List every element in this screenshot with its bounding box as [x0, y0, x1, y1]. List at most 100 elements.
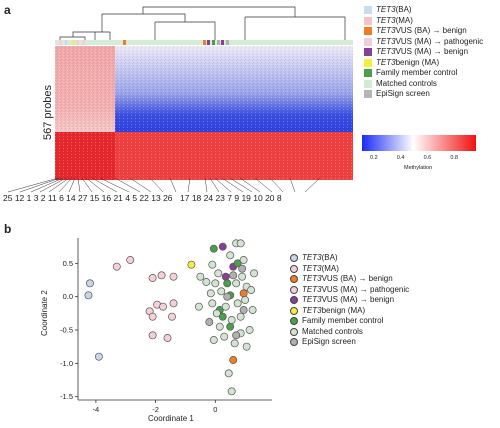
legend-swatch: [290, 296, 298, 305]
legend-label: VUS (MA) → pathogenic: [321, 284, 410, 294]
scatter-point: [212, 309, 221, 318]
scatter-point: [227, 387, 236, 396]
legend-label: Family member control: [376, 68, 458, 77]
scatter-point: [148, 312, 157, 321]
methylation-colorbar: [362, 135, 476, 151]
legend-swatch: [364, 37, 372, 46]
scatter-point: [209, 336, 218, 344]
legend-entry: TET3 (MA): [364, 16, 483, 27]
scatter-point: [218, 242, 227, 251]
legend-swatch: [364, 16, 372, 25]
legend-gene-name: TET3: [302, 253, 322, 262]
legend-swatch: [364, 6, 372, 15]
scatter-point: [196, 272, 205, 281]
legend-swatch: [290, 275, 298, 284]
scatter-point: [169, 299, 178, 308]
scatter-point: [126, 256, 135, 264]
colorbar-tick: 0.2: [370, 155, 378, 161]
scatter-point: [238, 272, 247, 281]
legend-label: VUS (MA) → benign: [395, 47, 469, 56]
scatter-point: [84, 291, 93, 300]
scatter-point: [226, 322, 235, 331]
scatter-point: [214, 269, 223, 278]
sample-labels-left: 25 12 1 3 2 11 6 14 27 15 16 21 4 5 22 1…: [3, 193, 173, 203]
scatter-point: [223, 292, 232, 301]
legend-entry: Family member control: [290, 316, 409, 327]
x-axis-label: Coordinate 1: [148, 414, 194, 423]
scatter-point: [223, 279, 232, 288]
scatter-point: [238, 264, 247, 273]
legend-entry: TET3 VUS (MA) → pathogenic: [364, 37, 483, 48]
legend-label: (BA): [395, 5, 412, 14]
legend-swatch: [290, 254, 298, 263]
legend-gene-name: TET3: [376, 47, 396, 56]
legend-swatch: [290, 264, 298, 273]
scatter-point: [94, 352, 103, 361]
scatter-point: [168, 312, 176, 321]
scatter-point: [187, 260, 196, 269]
scatter-point: [220, 332, 229, 341]
legend-swatch: [290, 338, 298, 347]
legend-gene-name: TET3: [302, 263, 322, 273]
legend-swatch: [290, 285, 298, 294]
x-tick-label: -2: [152, 405, 159, 414]
sample-leader-lines: [7, 178, 321, 193]
scatter-point: [227, 316, 236, 324]
scatter-point: [217, 287, 226, 296]
scatter-point: [232, 279, 241, 288]
scatter-point: [229, 271, 238, 280]
x-tick-label: 0: [213, 405, 217, 414]
colorbar-tick: 0.6: [423, 155, 432, 161]
legend-label: Matched controls: [302, 326, 363, 336]
scatter-point: [159, 302, 168, 311]
scatter-point: [224, 369, 233, 378]
panel-b-letter: b: [4, 222, 12, 236]
scatter-point: [239, 289, 248, 298]
colorbar-ticks: 0.2 0.4 0.6 0.8: [370, 155, 458, 161]
legend-gene-name: TET3: [302, 274, 322, 283]
legend-entry: TET3 VUS (BA) → benign: [290, 274, 409, 285]
legend-entry: TET3 benign (MA): [290, 306, 409, 317]
scatter-point: [248, 306, 257, 314]
legend-swatch: [290, 306, 298, 315]
heatmap-legend: TET3 (BA) TET3 (MA) TET3 VUS (BA) → benign…: [364, 5, 483, 100]
legend-label: Family member control: [302, 316, 384, 325]
legend-label: (MA): [321, 263, 339, 273]
legend-entry: TET3 (BA): [364, 5, 483, 16]
scatter-point: [229, 356, 238, 364]
scatter-point: [236, 312, 245, 321]
legend-label: EpiSign screen: [376, 89, 430, 98]
scatter-point: [233, 299, 242, 308]
legend-entry: TET3 VUS (MA) → pathogenic: [290, 285, 409, 296]
scatter-point: [209, 244, 218, 253]
x-tick-label: -4: [93, 405, 100, 414]
scatter-point: [221, 302, 230, 311]
scatter-legend: TET3 (BA) TET3 (MA) TET3 VUS (BA) → benign…: [290, 253, 409, 348]
legend-label: (MA): [395, 15, 413, 25]
y-tick-label: -1.5: [60, 392, 73, 401]
scatter-point: [239, 256, 248, 264]
legend-gene-name: TET3: [302, 295, 322, 304]
legend-entry: Matched controls: [290, 327, 409, 338]
colorbar-tick: 0.4: [396, 155, 405, 161]
scatter-point: [202, 278, 211, 286]
legend-label: VUS (BA) → benign: [395, 26, 467, 35]
legend-swatch: [364, 58, 372, 67]
legend-gene-name: TET3: [302, 284, 322, 294]
y-tick-label: 0.0: [63, 292, 73, 301]
legend-gene-name: TET3: [376, 57, 396, 67]
legend-entry: TET3 (MA): [290, 264, 409, 275]
scatter-point: [157, 271, 166, 280]
legend-entry: TET3 benign (MA): [364, 58, 483, 69]
y-tick-label: 0.5: [63, 259, 73, 268]
y-tick-label: -1.0: [60, 359, 73, 368]
legend-entry: TET3 VUS (BA) → benign: [364, 26, 483, 37]
legend-label: benign (MA): [395, 57, 440, 67]
scatter-point: [245, 326, 254, 334]
scatter-point: [221, 272, 230, 281]
scatter-point: [206, 289, 215, 298]
scatter-point: [194, 302, 203, 311]
legend-swatch: [364, 69, 372, 78]
scatter-point: [232, 331, 241, 340]
